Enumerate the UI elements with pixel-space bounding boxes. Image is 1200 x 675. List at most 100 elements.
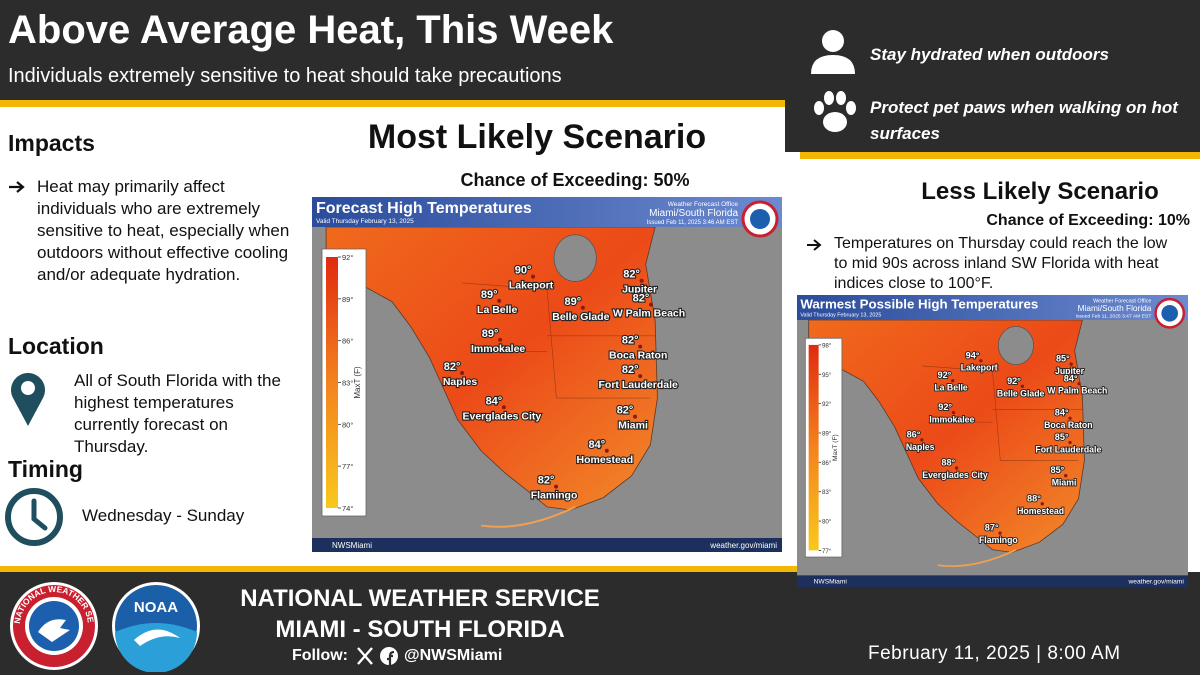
place-temp: 84° [1055,408,1069,418]
land [325,226,658,511]
colorbar-tick-label: 86° [822,460,832,467]
place-temp: 92° [1007,376,1021,386]
keys [937,549,1017,567]
map-title: Forecast High Temperatures [316,200,532,217]
location-heading: Location [8,333,104,359]
map-title: Warmest Possible High Temperatures [800,296,1038,311]
place-temp: 82° [633,293,650,305]
colorbar-tick-label: 77° [822,548,832,555]
follow-label: Follow: [292,647,348,664]
colorbar-tick-label: 80° [822,519,832,526]
place-temp: 87° [985,523,999,533]
place-dot [638,344,643,349]
place-name: Naples [906,442,935,452]
place-temp: 88° [941,458,955,468]
place-name: W Palm Beach [613,308,685,320]
place-name: Jupiter [622,284,657,296]
colorbar-tick-label: 92° [822,401,832,408]
place-name: Miami [1052,478,1077,488]
map-office-name: Miami/South Florida [1078,303,1152,313]
place-name: Homestead [1017,506,1064,516]
paw-icon [814,91,856,132]
place-name: Everglades City [462,410,541,422]
place-dot [501,405,506,410]
map-footer-left: NWSMiami [814,579,848,586]
place-dot [633,414,638,419]
colorbar-tick-label: 80° [342,420,353,429]
place-name: Jupiter [1055,366,1085,376]
map-office: Weather Forecast Office [1093,298,1151,304]
place-name: Boca Raton [1044,420,1092,430]
place-name: Homestead [577,454,634,466]
map-footer-left: NWSMiami [332,541,372,550]
place-temp: 85° [1055,432,1069,442]
place-dot [1068,416,1072,420]
nws-logo: NATIONAL WEATHER SERVICE [8,580,98,670]
county-lines [922,365,1083,461]
land [808,319,1085,553]
header-band [0,0,790,100]
map-valid: Valid Thursday February 13, 2025 [316,218,414,225]
impacts-text: Heat may primarily affect individuals wh… [37,177,290,284]
footer-band [0,572,1200,675]
place-name: La Belle [477,304,517,316]
place-name: Naples [443,376,478,388]
person-icon [811,30,855,74]
handle: @NWSMiami [404,647,503,664]
place-name: Lakeport [961,363,998,373]
colorbar [326,257,338,508]
place-dot [497,298,502,303]
map-issued: Issued Feb 11, 2025 3:47 AM EST [1076,313,1152,319]
place-dot [1020,384,1024,388]
place-temp: 85° [1050,465,1064,475]
place-temp: 89° [482,328,499,340]
tips-box [785,0,1200,152]
place-temp: 86° [907,429,921,439]
place-temp: 89° [565,296,582,308]
place-dot [639,278,644,283]
lake [553,234,597,282]
map-office-name: Miami/South Florida [649,208,738,219]
chance: Chance of Exceeding: 10% [986,212,1190,229]
place-temp: 82° [622,364,639,376]
colorbar-tick-label: 95° [822,372,832,379]
org-line: NATIONAL WEATHER SERVICE [240,585,600,612]
place-dot [1068,440,1072,445]
place-name: Miami [618,420,648,432]
place-name: Belle Glade [552,311,609,323]
place-dot [951,379,955,383]
place-temp: 82° [617,405,634,417]
place-dot [1077,382,1081,386]
map-footer-right: weather.gov/miami [709,541,777,550]
place-dot [649,302,653,307]
place-temp: 82° [623,269,640,281]
place-dot [531,274,536,279]
place-name: W Palm Beach [1047,386,1107,396]
noaa-text: NOAA [134,599,178,616]
footer-stripe [0,566,800,572]
place-dot [951,410,956,415]
place-name: Immokalee [471,343,525,355]
date: February 11, 2025 | 8:00 AM [868,643,1121,664]
lake [997,325,1034,366]
bullet-arrow [9,181,25,193]
place-dot [1064,474,1068,478]
place-dot [638,374,643,379]
place-dot [580,305,585,310]
colorbar-label: MaxT (F) [832,434,839,461]
place-name: Flamingo [979,535,1018,545]
colorbar-label: MaxT (F) [353,366,362,399]
place-temp: 94° [966,350,980,360]
place-dot [604,448,609,453]
subtitle: Individuals extremely sensitive to heat … [8,65,562,87]
place-name: Boca Raton [609,350,667,362]
map-footer-right: weather.gov/miami [1127,579,1184,586]
map-seal-inner [1161,304,1179,322]
place-name: Belle Glade [997,388,1045,398]
place-temp: 92° [937,370,951,380]
colorbar-tick-label: 83° [822,489,832,496]
keys [481,505,576,528]
tip: Protect pet paws when walking on hot sur… [870,98,1178,143]
place-temp: 84° [486,395,503,407]
colorbar-tick-label: 98° [822,342,832,349]
